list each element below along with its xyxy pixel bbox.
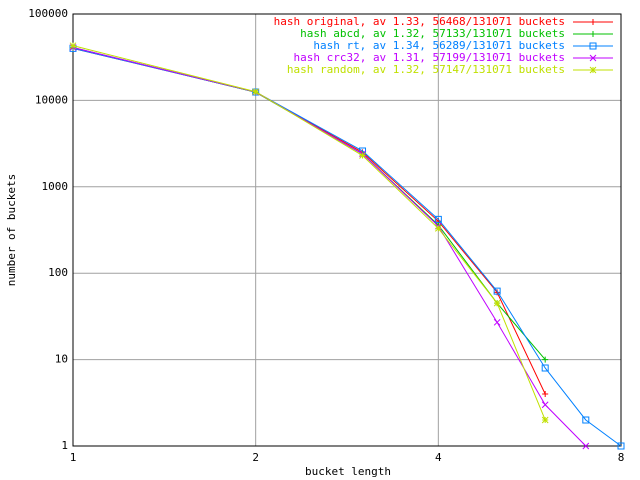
- data-point: [493, 299, 501, 307]
- x-tick-label: 8: [618, 451, 625, 464]
- data-point: [69, 42, 77, 50]
- data-point: [434, 225, 442, 232]
- x-tick-label: 1: [70, 451, 77, 464]
- x-tick-label: 2: [252, 451, 259, 464]
- y-tick-label: 1000: [42, 180, 69, 193]
- data-point: [252, 88, 260, 96]
- x-axis-label: bucket length: [305, 465, 391, 478]
- data-point: [434, 215, 442, 223]
- legend-label: hash random, av 1.32, 57147/131071 bucke…: [287, 63, 565, 76]
- data-point: [582, 416, 590, 424]
- data-point: [493, 287, 501, 295]
- legend-label: hash crc32, av 1.31, 57199/131071 bucket…: [293, 51, 565, 64]
- legend-marker: [590, 19, 596, 25]
- data-point: [582, 442, 590, 450]
- data-point: [542, 390, 549, 397]
- data-point: [542, 356, 549, 363]
- legend-marker: [589, 42, 597, 50]
- y-tick-label: 100000: [28, 7, 68, 20]
- legend-marker: [590, 31, 596, 37]
- x-tick-label: 4: [435, 451, 442, 464]
- legend-label: hash rt, av 1.34, 56289/131071 buckets: [313, 39, 565, 52]
- plot-frame: [72, 13, 622, 447]
- data-point: [617, 442, 625, 450]
- data-point: [493, 318, 501, 326]
- y-tick-label: 10000: [35, 93, 68, 106]
- data-point: [359, 152, 366, 159]
- y-tick-label: 10: [55, 353, 68, 366]
- y-tick-label: 100: [48, 266, 68, 279]
- data-point: [252, 88, 260, 96]
- legend-marker: [589, 66, 597, 74]
- data-point: [541, 364, 549, 372]
- data-point: [541, 416, 549, 424]
- y-tick-label: 1: [61, 439, 68, 452]
- y-axis-label: number of buckets: [5, 174, 18, 287]
- data-point: [541, 401, 549, 409]
- legend-label: hash abcd, av 1.32, 57133/131071 buckets: [300, 27, 565, 40]
- series-line: [72, 45, 546, 421]
- legend-label: hash original, av 1.33, 56468/131071 buc…: [274, 15, 565, 28]
- legend-marker: [589, 54, 597, 62]
